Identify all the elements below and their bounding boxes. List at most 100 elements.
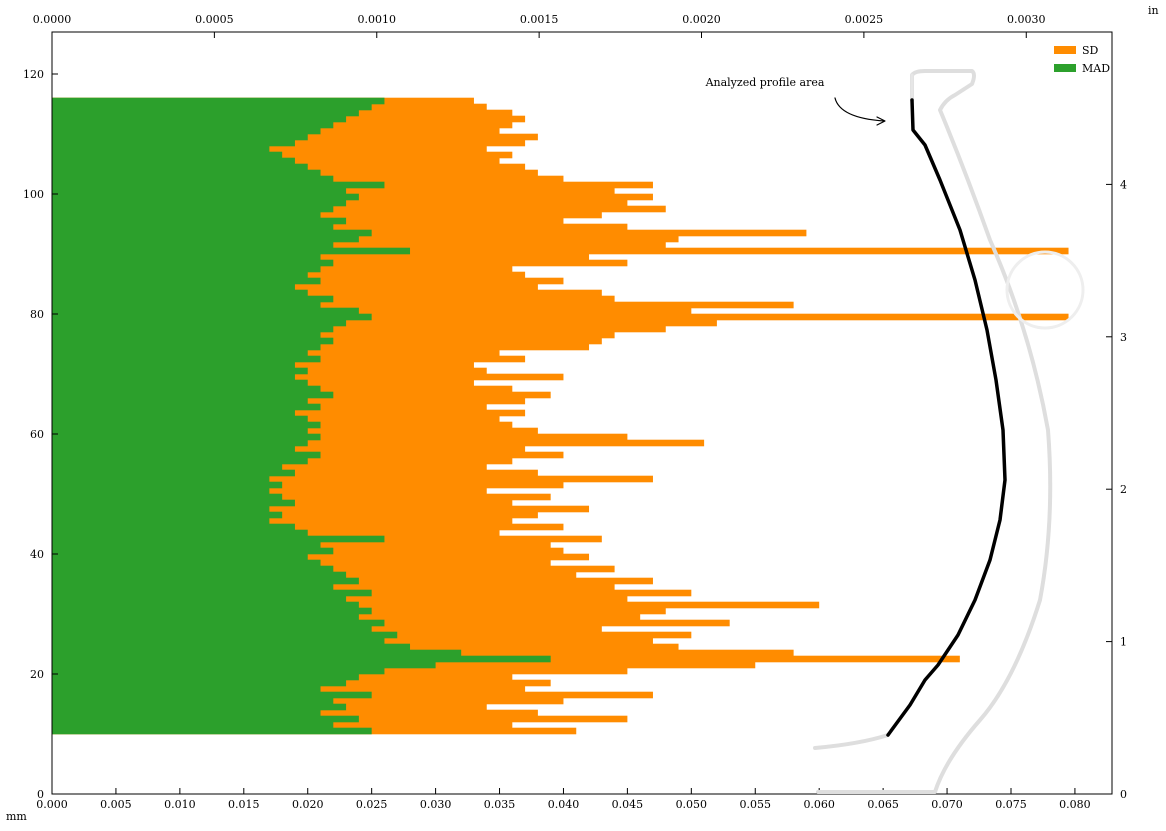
bar <box>52 607 372 615</box>
bar <box>52 703 347 711</box>
bar <box>52 535 385 543</box>
bar <box>52 313 372 321</box>
bar <box>52 661 436 669</box>
plot-frame <box>51 31 1113 795</box>
bar <box>52 577 359 585</box>
x-tick-label: 0.050 <box>676 798 708 811</box>
bar <box>52 121 334 129</box>
profile-drawing <box>813 69 1085 794</box>
bar <box>52 727 372 735</box>
bar <box>52 223 334 231</box>
bar <box>52 583 334 591</box>
x-tick-label: 0.060 <box>803 798 835 811</box>
x-tick-label: 0.000 <box>36 798 68 811</box>
bar <box>52 259 334 267</box>
bar <box>52 499 295 507</box>
bar <box>52 247 1069 255</box>
bar <box>52 235 359 243</box>
bar <box>52 223 628 231</box>
x-tick-label: 0.045 <box>612 798 644 811</box>
legend-label: MAD <box>1082 62 1110 75</box>
x2-tick-label: 0.0005 <box>195 13 234 26</box>
x-tick-label: 0.055 <box>740 798 772 811</box>
bar <box>52 241 334 249</box>
x-tick-label: 0.080 <box>1059 798 1091 811</box>
plot: 0.000 0.005 0.010 0.015 0.020 0.025 0.030 0.035… <box>23 13 1127 811</box>
bar <box>52 523 295 531</box>
bar <box>52 541 321 549</box>
bar <box>52 427 308 435</box>
bar <box>52 271 308 279</box>
bar <box>52 373 564 381</box>
bar <box>52 553 590 561</box>
y2-tick-label: 3 <box>1120 331 1127 344</box>
x-tick-label: 0.010 <box>164 798 196 811</box>
x2-unit-label: in <box>1148 4 1159 17</box>
bar <box>52 589 372 597</box>
bar <box>52 133 308 141</box>
bar <box>52 619 730 627</box>
x2-tick-label: 0.0025 <box>845 13 884 26</box>
bar <box>52 655 551 663</box>
bar <box>52 433 321 441</box>
bar <box>52 637 385 645</box>
x-tick-label: 0.030 <box>420 798 452 811</box>
bar <box>52 319 717 327</box>
bar <box>52 721 334 729</box>
bar <box>52 325 334 333</box>
annotation: Analyzed profile area <box>705 76 825 89</box>
bar <box>52 361 295 369</box>
bar <box>52 109 359 117</box>
bar <box>52 517 270 525</box>
x2-tick-label: 0.0000 <box>33 13 72 26</box>
bar <box>52 493 283 501</box>
bar <box>52 685 321 693</box>
bar <box>52 565 334 573</box>
bar <box>52 649 462 657</box>
bar <box>52 151 283 159</box>
bar <box>52 631 398 639</box>
y-tick-label: 80 <box>30 308 44 321</box>
bar <box>52 433 628 441</box>
x-tick-label: 0.035 <box>484 798 516 811</box>
bar <box>52 595 347 603</box>
y2-tick-label: 0 <box>1120 788 1127 801</box>
bar <box>52 145 270 153</box>
bar <box>52 241 666 249</box>
bar <box>52 619 385 627</box>
bar <box>52 481 283 489</box>
bar <box>52 349 308 357</box>
bar <box>52 415 308 423</box>
y-tick-label: 20 <box>30 668 44 681</box>
x-tick-label: 0.005 <box>100 798 132 811</box>
bar <box>52 103 372 111</box>
bar <box>52 445 295 453</box>
analyzed-profile <box>886 98 1007 737</box>
bar <box>52 211 602 219</box>
x2-tick-label: 0.0010 <box>358 13 397 26</box>
bar <box>52 511 538 519</box>
bar <box>52 253 321 261</box>
x2-tick-label: 0.0015 <box>520 13 559 26</box>
x-unit-label: mm <box>6 810 27 823</box>
bar <box>52 295 334 303</box>
bar <box>52 517 513 525</box>
x-tick-label: 0.065 <box>867 798 899 811</box>
bar <box>52 229 807 237</box>
bar <box>52 487 270 495</box>
bar <box>52 163 308 171</box>
bar <box>52 211 321 219</box>
bar <box>52 307 692 315</box>
bar <box>52 523 564 531</box>
x-tick-label: 0.070 <box>931 798 963 811</box>
bar <box>52 505 270 513</box>
y2-tick-label: 1 <box>1120 636 1127 649</box>
bar <box>52 397 308 405</box>
bar <box>52 511 283 519</box>
bar <box>52 325 666 333</box>
annotation-arrow <box>834 97 885 122</box>
bar <box>52 181 385 189</box>
bar <box>52 439 308 447</box>
bar <box>52 247 411 255</box>
